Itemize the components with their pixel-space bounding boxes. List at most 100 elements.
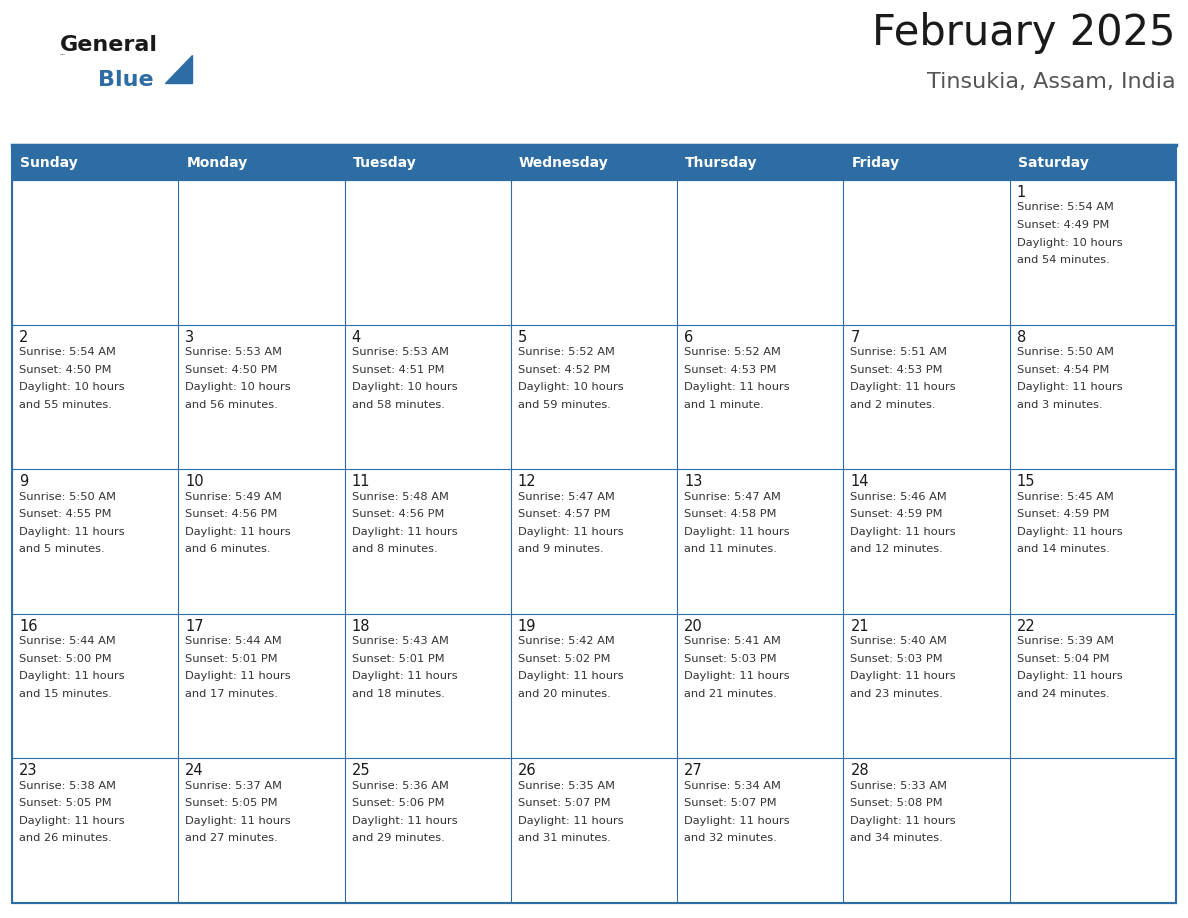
Text: and 24 minutes.: and 24 minutes. bbox=[1017, 688, 1110, 699]
Bar bbox=[843, 758, 1010, 903]
Text: 1: 1 bbox=[1017, 185, 1026, 200]
Text: Monday: Monday bbox=[187, 155, 247, 170]
Text: Sunrise: 5:53 AM: Sunrise: 5:53 AM bbox=[352, 347, 449, 357]
Bar bbox=[12, 325, 178, 469]
Text: Daylight: 11 hours: Daylight: 11 hours bbox=[684, 671, 790, 681]
Text: Sunset: 5:04 PM: Sunset: 5:04 PM bbox=[1017, 654, 1110, 664]
Text: 23: 23 bbox=[19, 764, 38, 778]
Text: Daylight: 11 hours: Daylight: 11 hours bbox=[1017, 382, 1123, 392]
Text: Sunrise: 5:50 AM: Sunrise: 5:50 AM bbox=[1017, 347, 1113, 357]
Text: Saturday: Saturday bbox=[1018, 155, 1088, 170]
Text: Sunset: 5:00 PM: Sunset: 5:00 PM bbox=[19, 654, 112, 664]
Text: Sunrise: 5:36 AM: Sunrise: 5:36 AM bbox=[352, 781, 448, 791]
Text: and 32 minutes.: and 32 minutes. bbox=[684, 834, 777, 844]
Text: 21: 21 bbox=[851, 619, 870, 633]
Text: Daylight: 11 hours: Daylight: 11 hours bbox=[684, 816, 790, 826]
Bar bbox=[1010, 614, 1176, 758]
Text: Sunrise: 5:38 AM: Sunrise: 5:38 AM bbox=[19, 781, 116, 791]
Text: 4: 4 bbox=[352, 330, 361, 344]
Text: Sunrise: 5:37 AM: Sunrise: 5:37 AM bbox=[185, 781, 283, 791]
Text: Sunrise: 5:44 AM: Sunrise: 5:44 AM bbox=[185, 636, 282, 646]
Text: and 14 minutes.: and 14 minutes. bbox=[1017, 544, 1110, 554]
Bar bbox=[12, 758, 178, 903]
Text: 25: 25 bbox=[352, 764, 371, 778]
Text: Sunrise: 5:34 AM: Sunrise: 5:34 AM bbox=[684, 781, 781, 791]
Bar bbox=[12, 145, 1176, 180]
Text: February 2025: February 2025 bbox=[872, 12, 1176, 54]
Text: Daylight: 11 hours: Daylight: 11 hours bbox=[19, 527, 125, 537]
Bar bbox=[677, 469, 843, 614]
Text: Sunset: 5:01 PM: Sunset: 5:01 PM bbox=[352, 654, 444, 664]
Text: Daylight: 11 hours: Daylight: 11 hours bbox=[1017, 671, 1123, 681]
Text: Daylight: 11 hours: Daylight: 11 hours bbox=[684, 527, 790, 537]
Text: and 2 minutes.: and 2 minutes. bbox=[851, 399, 936, 409]
Text: Sunrise: 5:49 AM: Sunrise: 5:49 AM bbox=[185, 492, 283, 502]
Text: and 15 minutes.: and 15 minutes. bbox=[19, 688, 112, 699]
Text: Sunset: 5:05 PM: Sunset: 5:05 PM bbox=[185, 799, 278, 809]
Text: and 8 minutes.: and 8 minutes. bbox=[352, 544, 437, 554]
Text: and 18 minutes.: and 18 minutes. bbox=[352, 688, 444, 699]
Bar bbox=[511, 180, 677, 325]
Text: Daylight: 10 hours: Daylight: 10 hours bbox=[352, 382, 457, 392]
Text: Sunrise: 5:40 AM: Sunrise: 5:40 AM bbox=[851, 636, 947, 646]
Text: 28: 28 bbox=[851, 764, 870, 778]
Text: Daylight: 11 hours: Daylight: 11 hours bbox=[19, 671, 125, 681]
Text: 2: 2 bbox=[19, 330, 29, 344]
Text: Friday: Friday bbox=[852, 155, 899, 170]
Text: 16: 16 bbox=[19, 619, 38, 633]
Text: 13: 13 bbox=[684, 475, 702, 489]
Text: Thursday: Thursday bbox=[685, 155, 758, 170]
Text: and 9 minutes.: and 9 minutes. bbox=[518, 544, 604, 554]
Text: Sunset: 5:03 PM: Sunset: 5:03 PM bbox=[684, 654, 777, 664]
Text: Sunset: 4:56 PM: Sunset: 4:56 PM bbox=[185, 509, 278, 520]
Bar bbox=[511, 469, 677, 614]
Text: and 23 minutes.: and 23 minutes. bbox=[851, 688, 943, 699]
Text: Sunrise: 5:46 AM: Sunrise: 5:46 AM bbox=[851, 492, 947, 502]
Text: 9: 9 bbox=[19, 475, 29, 489]
Text: Daylight: 10 hours: Daylight: 10 hours bbox=[1017, 238, 1123, 248]
Text: and 27 minutes.: and 27 minutes. bbox=[185, 834, 278, 844]
Text: Sunrise: 5:54 AM: Sunrise: 5:54 AM bbox=[19, 347, 116, 357]
Text: and 34 minutes.: and 34 minutes. bbox=[851, 834, 943, 844]
Text: Sunset: 4:56 PM: Sunset: 4:56 PM bbox=[352, 509, 444, 520]
Text: 22: 22 bbox=[1017, 619, 1036, 633]
Text: and 6 minutes.: and 6 minutes. bbox=[185, 544, 271, 554]
Bar bbox=[843, 469, 1010, 614]
Text: Sunrise: 5:43 AM: Sunrise: 5:43 AM bbox=[352, 636, 448, 646]
Bar bbox=[178, 180, 345, 325]
Bar bbox=[677, 758, 843, 903]
Bar bbox=[345, 614, 511, 758]
Text: and 54 minutes.: and 54 minutes. bbox=[1017, 255, 1110, 265]
Text: Sunset: 4:58 PM: Sunset: 4:58 PM bbox=[684, 509, 777, 520]
Bar bbox=[12, 145, 1176, 903]
Text: Daylight: 11 hours: Daylight: 11 hours bbox=[352, 527, 457, 537]
Text: Tuesday: Tuesday bbox=[353, 155, 416, 170]
Bar bbox=[178, 614, 345, 758]
Text: 12: 12 bbox=[518, 475, 537, 489]
Text: 17: 17 bbox=[185, 619, 204, 633]
Text: and 1 minute.: and 1 minute. bbox=[684, 399, 764, 409]
Text: and 26 minutes.: and 26 minutes. bbox=[19, 834, 112, 844]
Bar bbox=[677, 180, 843, 325]
Text: Sunset: 4:53 PM: Sunset: 4:53 PM bbox=[684, 364, 777, 375]
Text: Sunrise: 5:52 AM: Sunrise: 5:52 AM bbox=[684, 347, 781, 357]
Text: Sunset: 4:54 PM: Sunset: 4:54 PM bbox=[1017, 364, 1110, 375]
Text: Sunset: 4:50 PM: Sunset: 4:50 PM bbox=[19, 364, 112, 375]
Text: Sunset: 4:59 PM: Sunset: 4:59 PM bbox=[1017, 509, 1110, 520]
Text: and 55 minutes.: and 55 minutes. bbox=[19, 399, 112, 409]
Text: and 5 minutes.: and 5 minutes. bbox=[19, 544, 105, 554]
Text: Daylight: 11 hours: Daylight: 11 hours bbox=[19, 816, 125, 826]
Text: Sunrise: 5:53 AM: Sunrise: 5:53 AM bbox=[185, 347, 283, 357]
Polygon shape bbox=[165, 55, 192, 83]
Text: Sunrise: 5:41 AM: Sunrise: 5:41 AM bbox=[684, 636, 781, 646]
Text: Daylight: 10 hours: Daylight: 10 hours bbox=[19, 382, 125, 392]
Text: Sunset: 5:07 PM: Sunset: 5:07 PM bbox=[684, 799, 777, 809]
Text: Sunset: 4:51 PM: Sunset: 4:51 PM bbox=[352, 364, 444, 375]
Bar bbox=[1010, 469, 1176, 614]
Text: General: General bbox=[61, 35, 158, 55]
Text: 7: 7 bbox=[851, 330, 860, 344]
Text: Daylight: 10 hours: Daylight: 10 hours bbox=[518, 382, 624, 392]
Text: Daylight: 11 hours: Daylight: 11 hours bbox=[851, 671, 956, 681]
Bar bbox=[178, 758, 345, 903]
Text: Daylight: 11 hours: Daylight: 11 hours bbox=[518, 816, 624, 826]
